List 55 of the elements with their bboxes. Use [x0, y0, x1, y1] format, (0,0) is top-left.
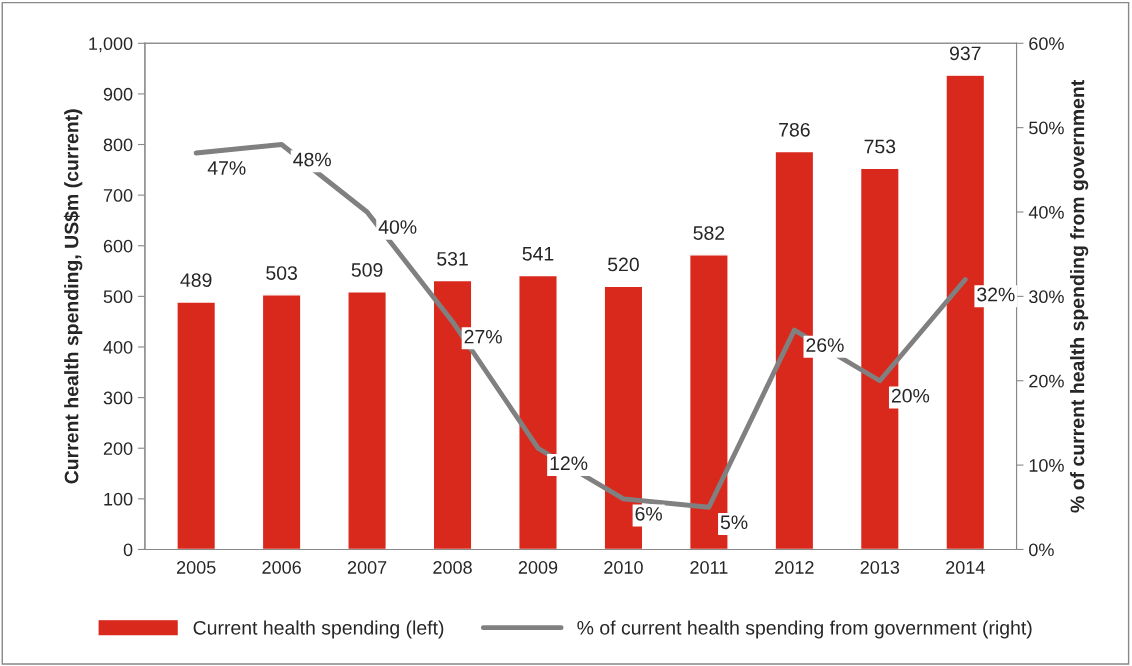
- y-tick-label: 0: [123, 543, 133, 557]
- x-tick-label: 2013: [860, 561, 900, 574]
- y2-tick-label: 10%: [1029, 459, 1064, 472]
- data-label: 753: [864, 139, 896, 154]
- x-tick-label: 2006: [262, 561, 301, 574]
- data-label: 12%: [550, 456, 588, 471]
- data-label: 520: [608, 257, 639, 272]
- x-tick-label: 2007: [347, 561, 387, 574]
- data-label: 531: [437, 251, 468, 266]
- data-label: 26%: [806, 338, 844, 352]
- y2-tick-label: 20%: [1029, 374, 1064, 388]
- data-label: 48%: [293, 152, 331, 167]
- data-label: 32%: [977, 287, 1015, 302]
- data-label: 509: [351, 263, 383, 277]
- y2-tick-label: 0%: [1029, 543, 1054, 557]
- data-label: 5%: [720, 515, 748, 530]
- y-tick-label: 1,000: [89, 37, 133, 53]
- legend-label: Current health spending (left): [193, 620, 444, 639]
- legend-label: % of current health spending from government (right): [577, 620, 1032, 639]
- y-tick-label: 300: [103, 391, 133, 405]
- x-tick-label: 2014: [946, 561, 985, 574]
- y2-axis-title: % of current health spending from government: [1070, 79, 1089, 513]
- bar: [261, 294, 302, 550]
- x-tick-label: 2005: [177, 561, 216, 574]
- x-tick-label: 2008: [433, 561, 472, 574]
- y-axis-title: Current health spending, US$m (current): [63, 109, 83, 484]
- data-label: 27%: [464, 329, 502, 344]
- y-tick-label: 900: [103, 87, 133, 101]
- data-label: 47%: [207, 161, 246, 175]
- y2-tick-label: 50%: [1029, 121, 1064, 135]
- data-label: 582: [693, 226, 725, 240]
- y-tick-label: 500: [103, 290, 133, 304]
- data-label: 541: [522, 247, 554, 261]
- x-tick-label: 2010: [604, 561, 643, 574]
- y2-tick-label: 30%: [1029, 290, 1064, 304]
- data-label: 786: [779, 122, 810, 137]
- y2-tick-label: 60%: [1029, 37, 1064, 51]
- data-label: 489: [180, 273, 212, 287]
- data-label: 937: [949, 46, 981, 61]
- data-label: 40%: [378, 220, 417, 234]
- data-label: 6%: [635, 506, 662, 521]
- data-label: 20%: [891, 388, 930, 403]
- y-tick-label: 200: [103, 442, 133, 455]
- y-tick-label: 400: [103, 340, 133, 354]
- x-tick-label: 2009: [518, 561, 558, 574]
- bar: [176, 301, 217, 550]
- y-tick-label: 600: [103, 239, 133, 253]
- y-tick-label: 800: [103, 138, 133, 152]
- y-tick-label: 700: [103, 189, 133, 202]
- y-tick-label: 100: [104, 492, 133, 506]
- data-label: 503: [266, 266, 297, 280]
- y2-tick-label: 40%: [1028, 205, 1064, 219]
- x-tick-label: 2012: [775, 561, 814, 574]
- x-tick-label: 2011: [690, 561, 728, 574]
- bar: [347, 291, 388, 550]
